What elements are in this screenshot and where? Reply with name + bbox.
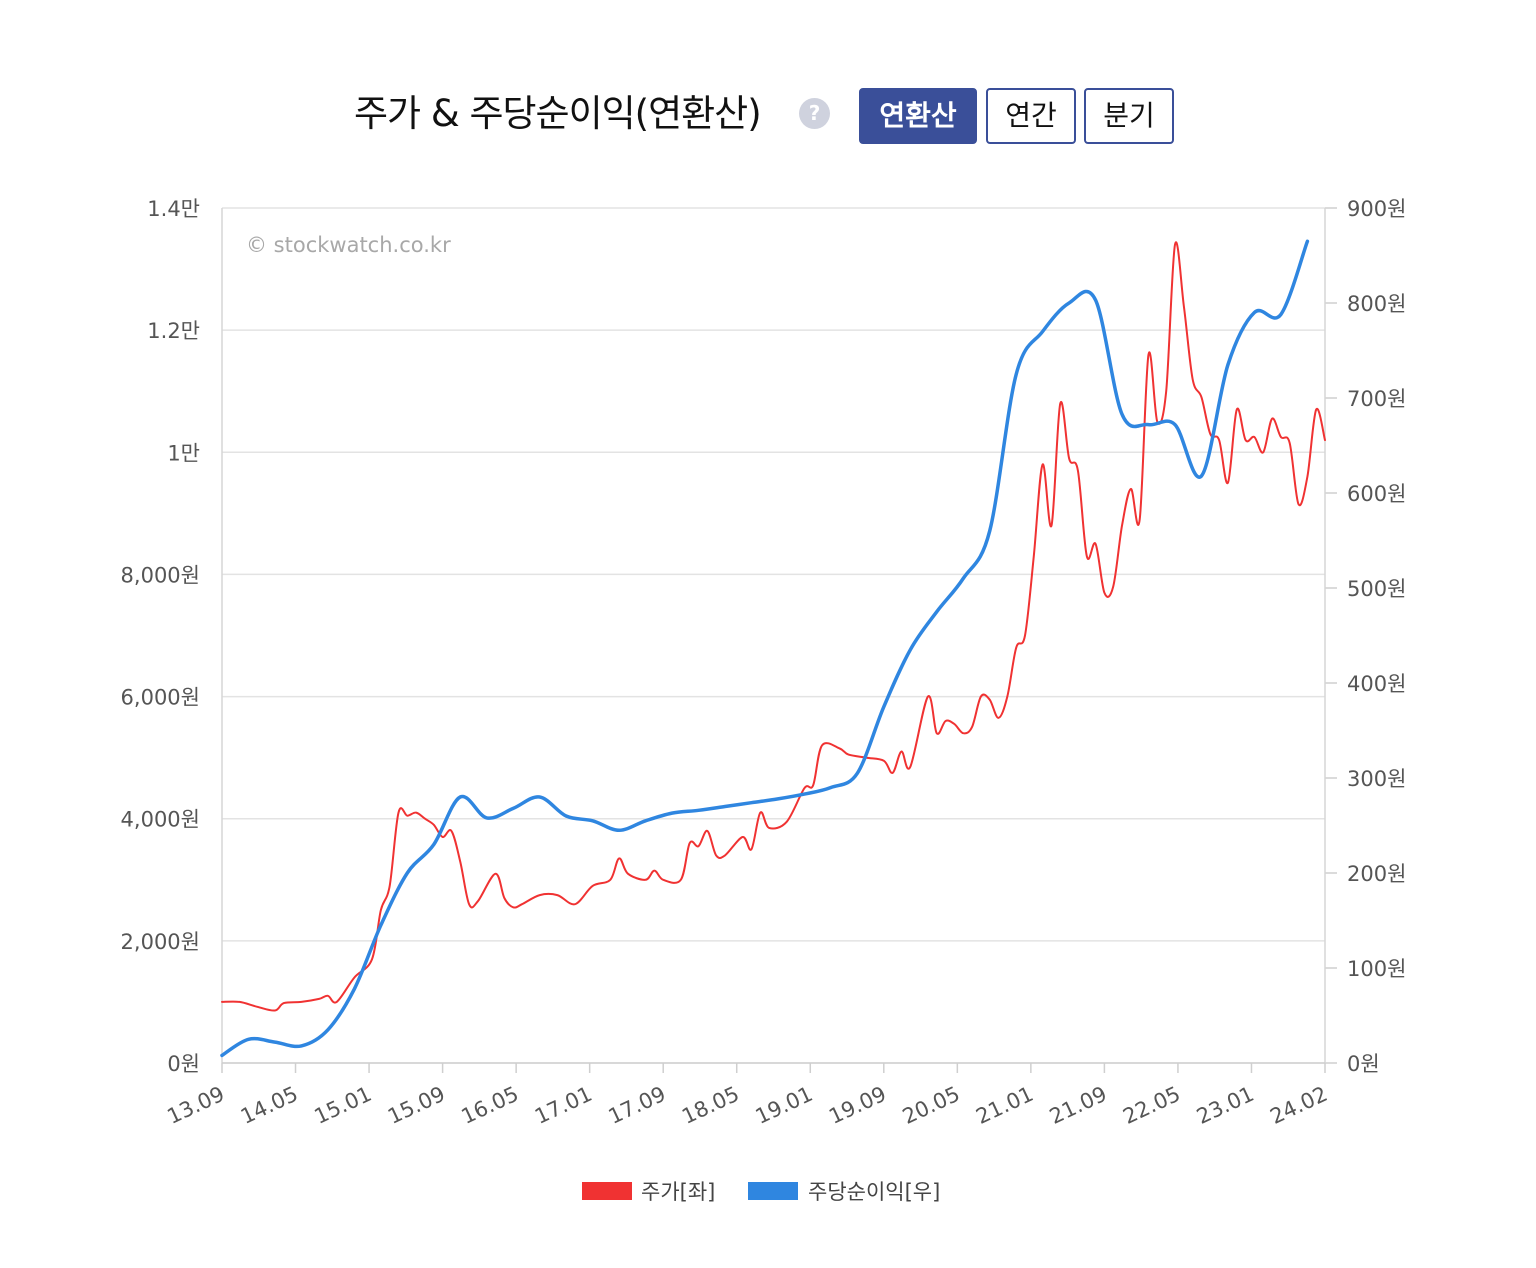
right-axis-tick-label: 400원 (1347, 672, 1406, 696)
left-axis-tick-label: 0원 (167, 1052, 200, 1076)
help-icon[interactable]: ? (799, 98, 830, 129)
tab-annual-button[interactable]: 연간 (986, 88, 1076, 144)
x-axis-tick-label: 17.09 (605, 1082, 670, 1129)
legend-label-eps[interactable]: 주당순이익[우] (808, 1180, 940, 1204)
legend-swatch-eps (748, 1182, 798, 1200)
right-axis-tick-label: 500원 (1347, 577, 1406, 601)
x-axis-tick-label: 22.05 (1119, 1082, 1184, 1129)
legend-label-price[interactable]: 주가[좌] (641, 1180, 715, 1204)
tab-annualized-button[interactable]: 연환산 (859, 88, 977, 144)
axes: 0원 2,000원 4,000원 6,000원 8,000원 1만 1.2만 1.4만 0원 10… (121, 197, 1407, 1129)
x-axis-tick-label: 21.01 (972, 1082, 1037, 1129)
series-line-price (221, 241, 1326, 1012)
x-axis-tick-label: 15.09 (384, 1082, 449, 1129)
x-axis-tick-label: 20.05 (899, 1082, 964, 1129)
grid-lines (222, 207, 1325, 1064)
x-axis-tick-label: 21.09 (1046, 1082, 1111, 1129)
left-axis-tick-label: 2,000원 (121, 930, 200, 954)
x-axis-tick-label: 23.01 (1193, 1082, 1258, 1129)
legend: 주가[좌] 주당순이익[우] (582, 1180, 940, 1204)
watermark: © stockwatch.co.kr (246, 233, 451, 257)
left-axis-tick-label: 1만 (167, 441, 200, 465)
right-axis-tick-label: 200원 (1347, 862, 1406, 886)
x-axis-tick-label: 24.02 (1266, 1082, 1331, 1129)
left-axis-tick-label: 1.2만 (147, 319, 200, 343)
x-axis-tick-label: 17.01 (531, 1082, 596, 1129)
x-axis-tick-label: 13.09 (163, 1082, 228, 1129)
legend-swatch-price (582, 1182, 632, 1200)
right-axis-tick-label: 900원 (1347, 197, 1406, 221)
right-axis-tick-label: 600원 (1347, 482, 1406, 506)
chart-title: 주가 & 주당순이익(연환산) (354, 92, 762, 135)
x-axis-tick-label: 14.05 (237, 1082, 302, 1129)
x-axis-tick-label: 15.01 (311, 1082, 376, 1129)
left-axis-tick-label: 8,000원 (121, 563, 200, 587)
left-axis-tick-label: 6,000원 (121, 686, 200, 710)
right-axis-tick-label: 0원 (1347, 1052, 1380, 1076)
series-layer (220, 239, 1326, 1058)
chart-header: 주가 & 주당순이익(연환산) ? 연환산 연간 분기 (0, 84, 1536, 150)
series-line-eps (220, 239, 1310, 1058)
left-axis-tick-label: 4,000원 (121, 808, 200, 832)
right-axis-tick-label: 800원 (1347, 292, 1406, 316)
x-axis-tick-label: 16.05 (458, 1082, 523, 1129)
right-axis-tick-label: 700원 (1347, 387, 1406, 411)
left-axis-tick-label: 1.4만 (147, 197, 200, 221)
right-axis-tick-label: 300원 (1347, 767, 1406, 791)
x-axis-tick-label: 18.05 (678, 1082, 743, 1129)
right-axis-tick-label: 100원 (1347, 957, 1406, 981)
tab-quarterly-button[interactable]: 분기 (1084, 88, 1174, 144)
x-axis-tick-label: 19.01 (752, 1082, 817, 1129)
x-axis-tick-label: 19.09 (825, 1082, 890, 1129)
